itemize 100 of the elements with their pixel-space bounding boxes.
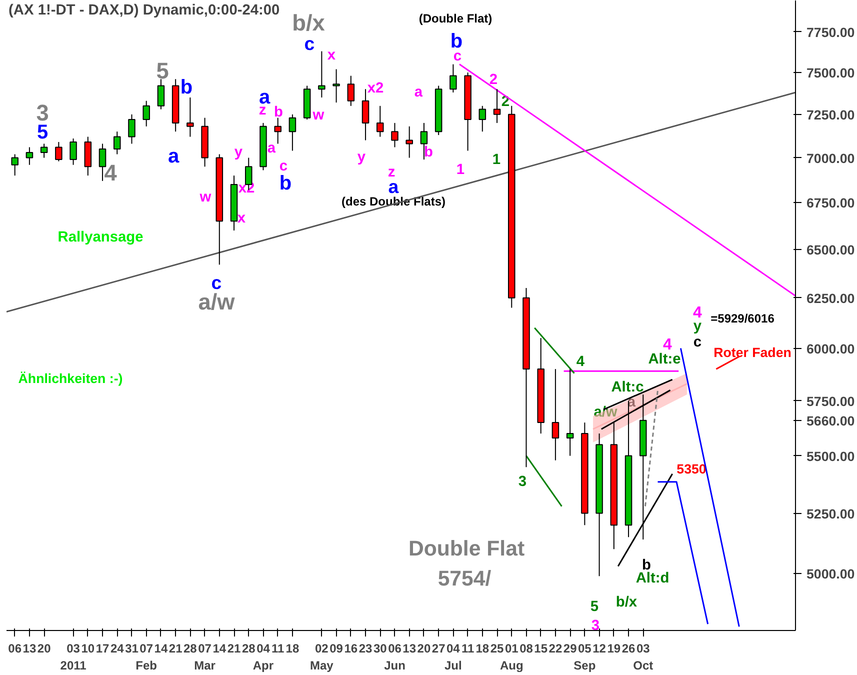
candlestick: [552, 368, 560, 461]
annotation: b: [180, 76, 193, 98]
x-tick-label: 15: [534, 642, 548, 656]
annotation: z: [258, 102, 266, 118]
y-tick-label: 7000.00: [806, 150, 855, 166]
annotation: b/x: [292, 10, 326, 36]
annotation: Rallyansage: [58, 230, 144, 246]
candlestick: [406, 126, 413, 158]
annotation: (Double Flat): [418, 12, 492, 26]
candlestick: [332, 68, 340, 104]
x-tick-label: 16: [344, 642, 358, 656]
candlestick: [113, 131, 121, 155]
annotation: 4: [576, 354, 586, 370]
x-tick-label: 04 Jul: [444, 642, 462, 672]
candlestick: [347, 75, 355, 106]
x-tick-label: 12: [592, 642, 606, 656]
x-tick-label: 14: [154, 642, 168, 656]
candlestick: [98, 143, 106, 182]
annotation: 3: [591, 618, 600, 634]
x-tick-label: 27: [432, 642, 446, 656]
x-tick-label: 28: [242, 642, 256, 656]
x-tick-label: 10: [81, 642, 95, 656]
x-tick-label: 06: [8, 642, 22, 656]
x-tick-label: 11: [272, 642, 285, 656]
annotation: w: [312, 108, 325, 124]
annotation: c: [693, 334, 702, 350]
annotation: 4: [663, 336, 672, 354]
annotation: c: [304, 33, 315, 54]
candlestick: [376, 105, 384, 138]
x-tick-label: 28: [184, 642, 198, 656]
candlestick: [128, 114, 136, 144]
annotation: b: [279, 172, 292, 194]
annotation: Ähnlichkeiten :-): [18, 371, 123, 386]
annotation: 5350: [676, 462, 706, 476]
annotation: w: [198, 190, 212, 206]
x-tick-label: 13: [22, 642, 36, 656]
candlestick: [493, 88, 501, 124]
x-tick-label: 21: [227, 642, 242, 656]
annotation: b/x: [616, 594, 638, 610]
annotation: y: [234, 144, 244, 160]
annotation: Alt:d: [636, 570, 670, 586]
candlestick: [40, 143, 48, 158]
x-tick-label: 17: [96, 642, 110, 656]
x-tick-label: 22: [548, 642, 562, 656]
annotation: 5: [156, 58, 169, 84]
x-tick-label: 18: [286, 642, 300, 656]
y-tick-label: 6500.00: [806, 242, 855, 258]
candlestick: [478, 105, 486, 132]
candlestick: [288, 114, 296, 152]
candlestick: [362, 88, 370, 141]
annotation: =5929/6016: [710, 312, 775, 326]
annotation: 2: [489, 72, 498, 88]
x-tick-label: 20: [37, 642, 52, 656]
candlestick: [70, 138, 77, 166]
annotation: 1: [456, 162, 465, 178]
annotation: b: [424, 144, 434, 160]
annotation: y: [693, 318, 702, 334]
candlestick: [157, 78, 165, 110]
y-tick-label: 5250.00: [806, 506, 855, 522]
annotation: c: [279, 158, 288, 174]
annotation: x: [327, 48, 336, 64]
candlestick: [142, 100, 150, 127]
x-tick-label: 25: [490, 642, 504, 656]
x-tick-label: 24: [110, 642, 124, 656]
y-tick-label: 7250.00: [806, 107, 855, 122]
annotation: a: [168, 146, 180, 168]
candlestick: [318, 50, 326, 98]
chart-title: (AX 1!-DT - DAX,D) Dynamic,0:00-24:00: [8, 2, 280, 18]
annotation: Double Flat: [408, 536, 525, 560]
y-tick-label: 5500.00: [806, 448, 855, 464]
candlestick: [11, 154, 18, 176]
x-tick-label: 30: [373, 642, 388, 656]
candlestick: [26, 146, 34, 166]
annotation: y: [357, 150, 366, 166]
x-tick-label: 23: [358, 642, 373, 656]
x-tick-label: 09: [330, 642, 344, 656]
annotation: Alt:c: [611, 380, 644, 396]
candlestick: [274, 117, 282, 144]
annotation: 5: [590, 599, 599, 615]
annotation: 4: [104, 160, 118, 186]
y-tick-label: 6000.00: [806, 341, 855, 356]
y-tick-label: 6750.00: [806, 196, 855, 211]
candlestick: [55, 141, 62, 162]
x-tick-label: 14: [212, 642, 226, 656]
x-tick-label: 31: [125, 642, 139, 656]
y-tick-label: 6250.00: [806, 290, 855, 306]
x-tick-label: 08: [520, 642, 534, 656]
annotation: 3: [518, 474, 527, 490]
candlestick: [566, 368, 574, 456]
x-tick-label: 18: [476, 642, 490, 656]
y-tick-label: 5000.00: [806, 566, 855, 582]
x-tick-label: 11: [461, 642, 474, 656]
annotation: x2: [367, 80, 384, 96]
x-tick-label: 19: [607, 642, 621, 656]
candlestick: [391, 122, 398, 148]
x-tick-label: 21: [168, 642, 183, 656]
annotation: Alt:e: [648, 352, 681, 368]
annotation: 5754/: [438, 566, 492, 590]
x-tick-label: 13: [402, 642, 416, 656]
x-tick-label: 26: [622, 642, 636, 656]
